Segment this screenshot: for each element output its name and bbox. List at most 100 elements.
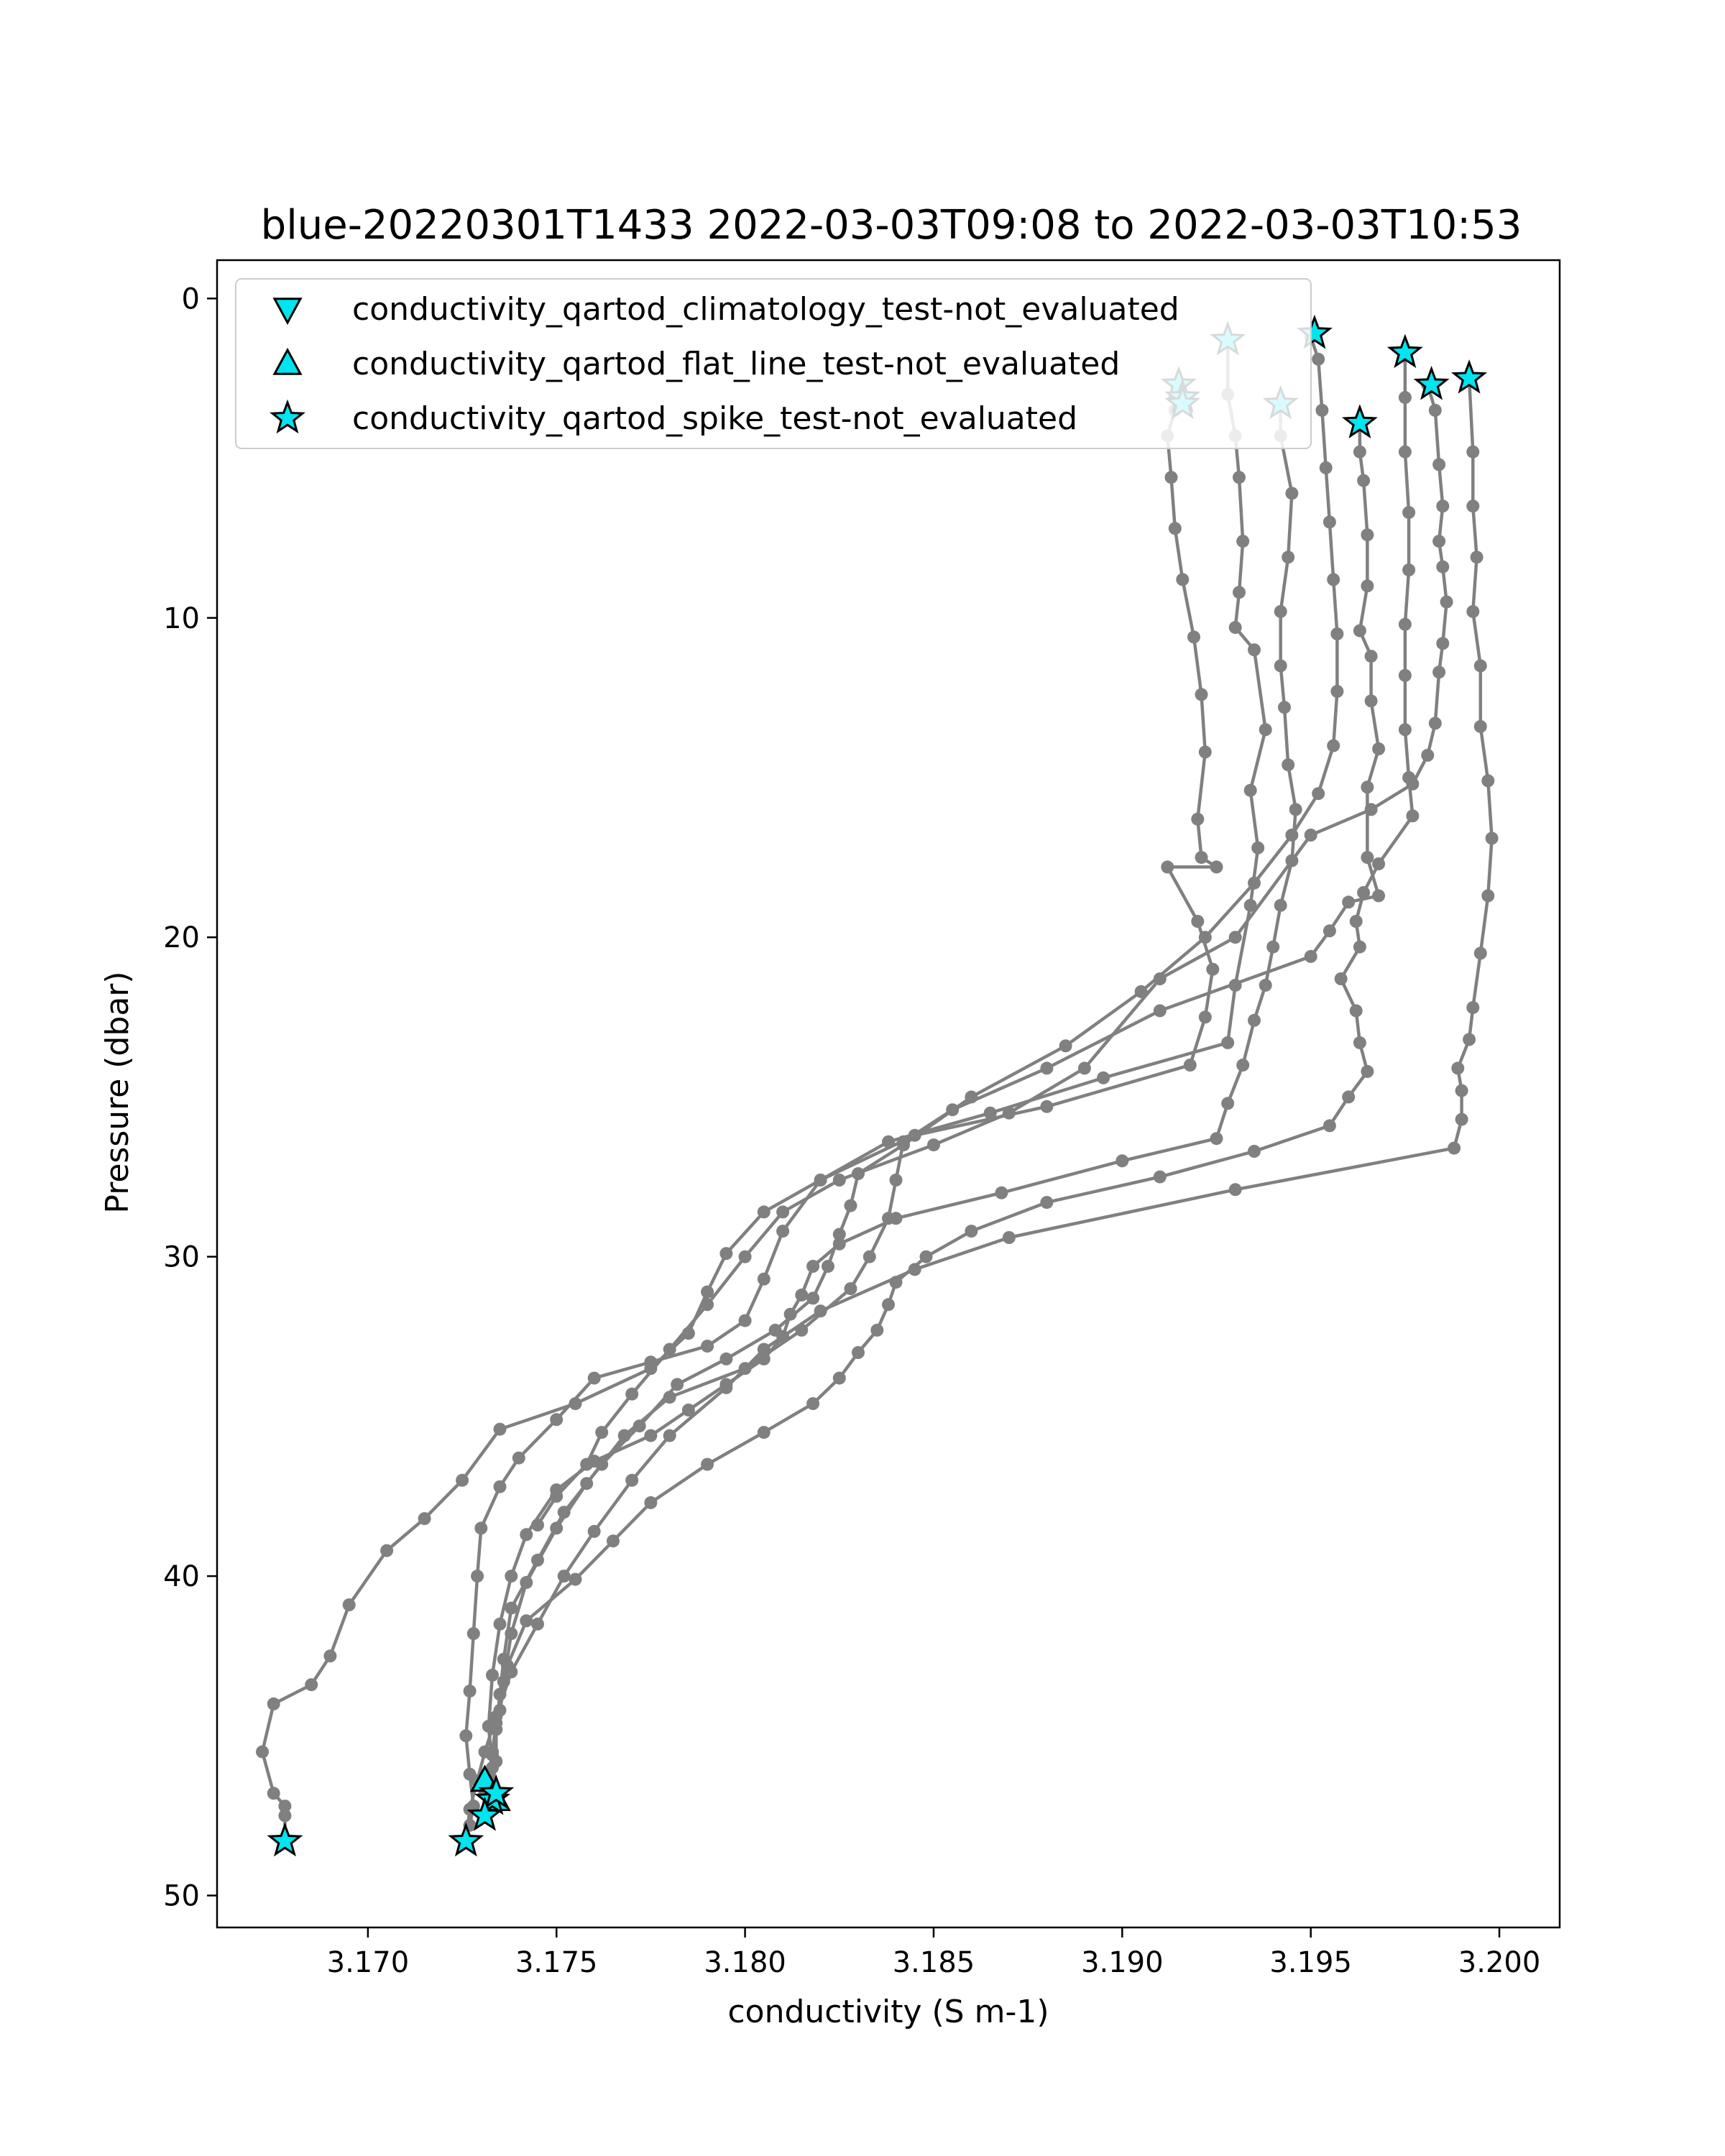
x-axis-title: conductivity (S m-1)	[727, 1994, 1049, 2030]
data-point	[1278, 701, 1291, 714]
data-point	[1466, 1001, 1480, 1014]
legend-marker-triangle-down	[272, 298, 303, 326]
data-point	[617, 1429, 631, 1442]
data-point	[550, 1413, 564, 1427]
data-point	[1361, 579, 1374, 593]
data-point	[1285, 829, 1299, 842]
data-point	[1470, 550, 1484, 564]
data-point	[1406, 809, 1420, 823]
y-tick-label: 30	[163, 1241, 200, 1274]
x-tick-label: 3.180	[704, 1946, 786, 1979]
y-tick-label: 50	[163, 1880, 200, 1913]
legend-marker-triangle-up	[272, 347, 303, 375]
data-point	[814, 1304, 827, 1318]
data-point	[587, 1524, 601, 1538]
data-point	[870, 1323, 884, 1337]
legend-label: conductivity_qartod_flat_line_test-not_e…	[352, 346, 1120, 382]
data-point	[1436, 560, 1450, 573]
data-point	[1353, 624, 1366, 637]
data-point	[493, 1422, 507, 1436]
data-point	[663, 1429, 676, 1442]
data-point	[882, 1298, 895, 1312]
data-point	[607, 1534, 620, 1548]
data-point	[625, 1387, 639, 1401]
data-point	[489, 1710, 503, 1723]
y-axis-title: Pressure (dbar)	[99, 971, 136, 1213]
data-point	[1322, 924, 1336, 938]
data-point	[1357, 886, 1371, 899]
data-point	[1315, 403, 1329, 417]
data-point	[323, 1649, 337, 1663]
data-point	[1361, 851, 1374, 865]
data-point	[1364, 694, 1378, 708]
data-point	[701, 1340, 714, 1353]
data-point	[1473, 719, 1487, 733]
data-point	[1248, 643, 1261, 657]
data-point	[1221, 1097, 1235, 1110]
data-point	[983, 1106, 997, 1120]
data-point	[557, 1506, 571, 1519]
data-point	[1116, 1154, 1129, 1168]
data-point	[478, 1745, 492, 1759]
data-point	[256, 1745, 269, 1759]
data-point	[1243, 898, 1257, 912]
data-point	[1206, 962, 1220, 976]
data-point	[1233, 471, 1246, 484]
legend-marker-star	[270, 399, 305, 434]
data-point	[493, 1480, 507, 1493]
data-point	[1274, 604, 1287, 618]
data-point	[1097, 1071, 1110, 1084]
data-point	[466, 1627, 480, 1641]
data-point	[1432, 665, 1446, 679]
data-point	[1236, 535, 1250, 548]
data-point	[1455, 1112, 1468, 1126]
data-point	[512, 1451, 525, 1465]
data-point	[844, 1199, 857, 1212]
plot-frame	[216, 259, 1561, 1929]
data-point	[1266, 940, 1280, 954]
data-point	[1077, 1061, 1091, 1075]
data-point	[738, 1314, 752, 1327]
data-point	[644, 1429, 658, 1442]
data-point	[806, 1260, 820, 1273]
data-point	[1361, 1064, 1374, 1078]
data-point	[1198, 931, 1212, 944]
data-point	[1330, 627, 1344, 640]
data-point	[1040, 1061, 1054, 1075]
data-point	[267, 1697, 280, 1710]
data-point	[663, 1391, 676, 1404]
data-point	[1349, 1004, 1363, 1018]
data-point	[1195, 688, 1208, 701]
data-point	[663, 1342, 676, 1356]
data-point	[1187, 630, 1200, 644]
y-tick-label: 10	[163, 602, 200, 635]
data-point	[342, 1598, 356, 1612]
data-point	[456, 1473, 469, 1487]
data-point	[278, 1800, 292, 1813]
data-point	[1285, 487, 1299, 500]
data-point	[719, 1381, 733, 1394]
data-point	[701, 1457, 714, 1471]
data-point	[1319, 461, 1333, 474]
data-point	[1428, 403, 1442, 417]
spike-flag-marker	[478, 1774, 515, 1809]
data-point	[531, 1519, 544, 1531]
data-point	[946, 1103, 960, 1117]
profile-series	[478, 346, 1420, 1800]
data-point	[625, 1473, 639, 1487]
data-point	[1312, 787, 1325, 801]
data-point	[1353, 940, 1366, 954]
spike-flag-marker	[466, 1797, 503, 1831]
data-point	[1372, 742, 1386, 755]
data-point	[1466, 604, 1480, 618]
data-point	[806, 1291, 820, 1305]
data-point	[1161, 860, 1174, 874]
data-point	[505, 1627, 518, 1641]
data-point	[1327, 739, 1340, 752]
data-point	[1481, 889, 1495, 903]
data-point	[1436, 499, 1450, 513]
legend-entry: conductivity_qartod_spike_test-not_evalu…	[270, 399, 1077, 437]
data-point	[1195, 851, 1208, 865]
data-point	[832, 1371, 846, 1385]
data-point	[459, 1729, 473, 1743]
